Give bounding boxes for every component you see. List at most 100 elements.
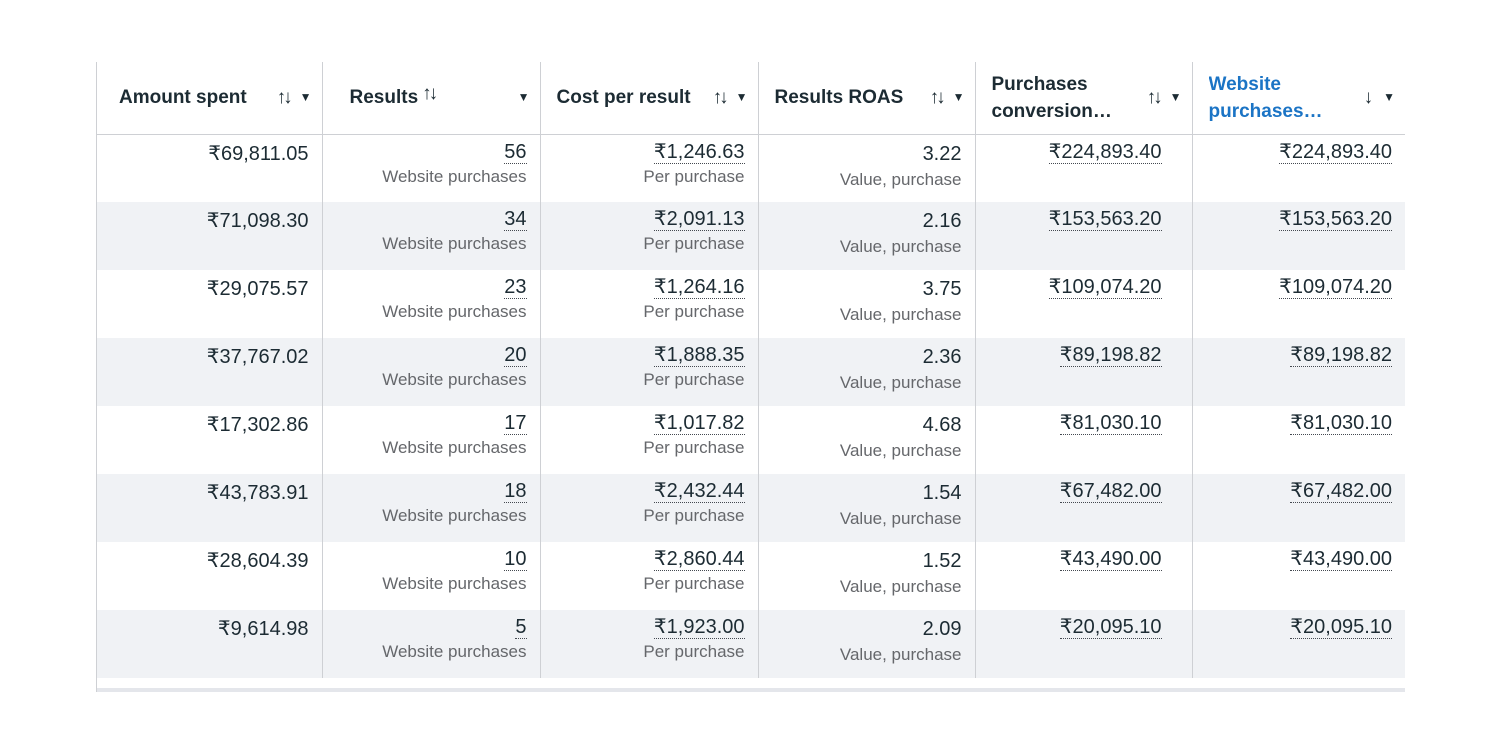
cell-purchases-conversion-value[interactable]: ₹153,563.20 <box>975 202 1193 270</box>
cell-purchases-conversion-value[interactable]: ₹224,893.40 <box>975 134 1193 202</box>
table-body: ₹69,811.05 56 Website purchases ₹1,246.63 Pe… <box>97 134 1405 678</box>
cell-purchases-conversion-value[interactable]: ₹67,482.00 <box>975 474 1193 542</box>
chevron-down-icon[interactable]: ▼ <box>952 90 965 105</box>
website-purchases-value[interactable]: ₹89,198.82 <box>1290 344 1392 367</box>
cell-results-roas: 2.36 Value, purchase <box>758 338 976 406</box>
sort-icon[interactable]: ↑↓ <box>929 87 946 109</box>
table-row[interactable]: ₹17,302.86 17 Website purchases ₹1,017.82 Pe… <box>97 406 1405 474</box>
cell-results[interactable]: 10 Website purchases <box>322 542 541 610</box>
column-header-purchases-conversion-value[interactable]: Purchases conversion… ↑↓ ▼ <box>975 62 1193 135</box>
cell-purchases-conversion-value[interactable]: ₹89,198.82 <box>975 338 1193 406</box>
purchases-conversion-value[interactable]: ₹89,198.82 <box>1059 344 1162 367</box>
results-value[interactable]: 20 <box>504 344 527 367</box>
cost-per-result-value[interactable]: ₹1,017.82 <box>653 412 745 435</box>
cell-website-purchases-value[interactable]: ₹67,482.00 <box>1192 474 1405 542</box>
cell-results-roas: 2.16 Value, purchase <box>758 202 976 270</box>
cell-website-purchases-value[interactable]: ₹224,893.40 <box>1192 134 1405 202</box>
table-row[interactable]: ₹37,767.02 20 Website purchases ₹1,888.35 Pe… <box>97 338 1405 406</box>
table-row[interactable]: ₹43,783.91 18 Website purchases ₹2,432.44 Pe… <box>97 474 1405 542</box>
website-purchases-value[interactable]: ₹67,482.00 <box>1290 480 1392 503</box>
cost-per-result-value[interactable]: ₹1,246.63 <box>653 140 745 164</box>
column-header-results[interactable]: Results ↑↓ ▼ <box>322 62 541 135</box>
cell-results[interactable]: 5 Website purchases <box>322 610 541 678</box>
sort-icon[interactable]: ↑↓ <box>422 83 438 105</box>
results-roas-value: 2.09 <box>922 618 962 640</box>
purchases-conversion-value[interactable]: ₹109,074.20 <box>1048 276 1162 299</box>
column-header-amount-spent[interactable]: Amount spent ↑↓ ▼ <box>97 62 323 135</box>
cell-purchases-conversion-value[interactable]: ₹109,074.20 <box>975 270 1193 338</box>
results-value[interactable]: 34 <box>504 208 527 231</box>
purchases-conversion-value[interactable]: ₹81,030.10 <box>1059 412 1162 435</box>
purchases-conversion-value[interactable]: ₹153,563.20 <box>1048 208 1162 231</box>
cell-purchases-conversion-value[interactable]: ₹43,490.00 <box>975 542 1193 610</box>
results-value[interactable]: 56 <box>504 140 527 164</box>
results-caption: Website purchases <box>382 166 527 186</box>
results-value[interactable]: 10 <box>504 548 527 571</box>
cell-results[interactable]: 18 Website purchases <box>322 474 541 542</box>
website-purchases-value[interactable]: ₹81,030.10 <box>1290 412 1392 435</box>
table-row[interactable]: ₹28,604.39 10 Website purchases ₹2,860.44 Pe… <box>97 542 1405 610</box>
column-label: Cost per result <box>556 87 691 109</box>
cell-website-purchases-value[interactable]: ₹81,030.10 <box>1192 406 1405 474</box>
cell-purchases-conversion-value[interactable]: ₹20,095.10 <box>975 610 1193 678</box>
chevron-down-icon[interactable]: ▼ <box>299 90 312 105</box>
cell-cost-per-result[interactable]: ₹2,860.44 Per purchase <box>540 542 759 610</box>
roas-caption: Value, purchase <box>839 441 962 460</box>
chevron-down-icon[interactable]: ▼ <box>1169 90 1182 105</box>
sort-icon[interactable]: ↑↓ <box>712 87 729 109</box>
sort-desc-icon[interactable]: ↓ <box>1363 87 1374 109</box>
cost-per-result-value[interactable]: ₹2,091.13 <box>653 208 745 231</box>
website-purchases-value[interactable]: ₹43,490.00 <box>1290 548 1392 571</box>
website-purchases-value[interactable]: ₹153,563.20 <box>1279 208 1392 231</box>
table-row[interactable]: ₹9,614.98 5 Website purchases ₹1,923.00 Per … <box>97 610 1405 678</box>
cell-results[interactable]: 56 Website purchases <box>322 134 541 202</box>
cost-per-result-value[interactable]: ₹1,888.35 <box>653 344 745 367</box>
results-value[interactable]: 5 <box>515 616 527 639</box>
column-header-results-roas[interactable]: Results ROAS ↑↓ ▼ <box>758 62 976 135</box>
cell-cost-per-result[interactable]: ₹1,017.82 Per purchase <box>540 406 759 474</box>
cell-results[interactable]: 34 Website purchases <box>322 202 541 270</box>
table-row[interactable]: ₹69,811.05 56 Website purchases ₹1,246.63 Pe… <box>97 134 1405 202</box>
cell-cost-per-result[interactable]: ₹2,432.44 Per purchase <box>540 474 759 542</box>
cost-caption: Per purchase <box>643 166 745 186</box>
cell-website-purchases-value[interactable]: ₹153,563.20 <box>1192 202 1405 270</box>
amount-spent-value: ₹28,604.39 <box>206 550 309 572</box>
results-caption: Website purchases <box>382 642 527 661</box>
website-purchases-value[interactable]: ₹109,074.20 <box>1279 276 1392 299</box>
cell-cost-per-result[interactable]: ₹1,246.63 Per purchase <box>540 134 759 202</box>
cost-per-result-value[interactable]: ₹1,923.00 <box>653 616 745 639</box>
cell-website-purchases-value[interactable]: ₹20,095.10 <box>1192 610 1405 678</box>
website-purchases-value[interactable]: ₹20,095.10 <box>1290 616 1392 639</box>
chevron-down-icon[interactable]: ▼ <box>735 90 748 105</box>
cell-website-purchases-value[interactable]: ₹109,074.20 <box>1192 270 1405 338</box>
cell-purchases-conversion-value[interactable]: ₹81,030.10 <box>975 406 1193 474</box>
column-header-website-purchases-value[interactable]: Website purchases… ↓ ▼ <box>1192 62 1405 135</box>
purchases-conversion-value[interactable]: ₹67,482.00 <box>1059 480 1162 503</box>
sort-icon[interactable]: ↑↓ <box>1146 87 1163 109</box>
cell-cost-per-result[interactable]: ₹1,264.16 Per purchase <box>540 270 759 338</box>
chevron-down-icon[interactable]: ▼ <box>517 90 530 105</box>
cell-cost-per-result[interactable]: ₹2,091.13 Per purchase <box>540 202 759 270</box>
cell-cost-per-result[interactable]: ₹1,923.00 Per purchase <box>540 610 759 678</box>
cost-per-result-value[interactable]: ₹2,860.44 <box>653 548 745 571</box>
table-row[interactable]: ₹71,098.30 34 Website purchases ₹2,091.13 Pe… <box>97 202 1405 270</box>
results-value[interactable]: 18 <box>504 480 527 503</box>
website-purchases-value[interactable]: ₹224,893.40 <box>1279 140 1392 164</box>
purchases-conversion-value[interactable]: ₹43,490.00 <box>1059 548 1162 571</box>
cost-per-result-value[interactable]: ₹2,432.44 <box>653 480 745 503</box>
cell-results[interactable]: 23 Website purchases <box>322 270 541 338</box>
cost-per-result-value[interactable]: ₹1,264.16 <box>653 276 745 299</box>
sort-icon[interactable]: ↑↓ <box>276 87 293 109</box>
column-header-cost-per-result[interactable]: Cost per result ↑↓ ▼ <box>540 62 759 135</box>
cell-results[interactable]: 17 Website purchases <box>322 406 541 474</box>
cell-cost-per-result[interactable]: ₹1,888.35 Per purchase <box>540 338 759 406</box>
results-value[interactable]: 17 <box>504 412 527 435</box>
chevron-down-icon[interactable]: ▼ <box>1383 90 1395 105</box>
purchases-conversion-value[interactable]: ₹224,893.40 <box>1048 140 1162 164</box>
table-row[interactable]: ₹29,075.57 23 Website purchases ₹1,264.16 Pe… <box>97 270 1405 338</box>
cell-results[interactable]: 20 Website purchases <box>322 338 541 406</box>
cell-website-purchases-value[interactable]: ₹43,490.00 <box>1192 542 1405 610</box>
purchases-conversion-value[interactable]: ₹20,095.10 <box>1059 616 1162 639</box>
cell-website-purchases-value[interactable]: ₹89,198.82 <box>1192 338 1405 406</box>
results-value[interactable]: 23 <box>504 276 527 299</box>
